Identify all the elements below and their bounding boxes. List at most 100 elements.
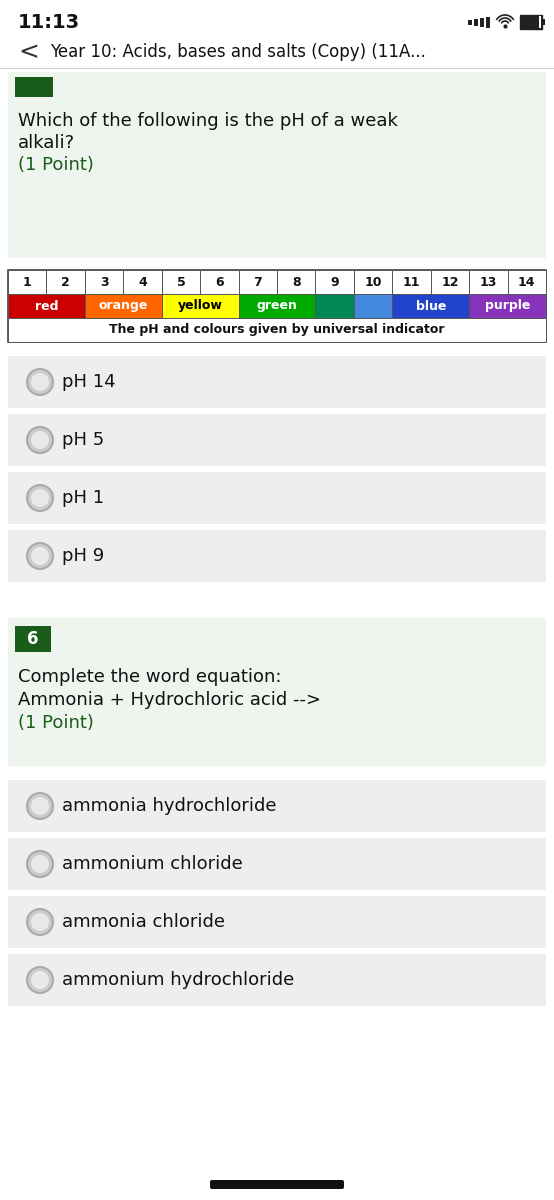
FancyBboxPatch shape — [430, 270, 469, 294]
FancyBboxPatch shape — [8, 270, 47, 294]
Text: red: red — [35, 300, 58, 312]
Text: 1: 1 — [23, 276, 32, 288]
FancyBboxPatch shape — [8, 72, 546, 258]
FancyBboxPatch shape — [85, 294, 162, 318]
Text: (1 Point): (1 Point) — [18, 714, 94, 732]
FancyBboxPatch shape — [542, 19, 545, 25]
Text: 11:13: 11:13 — [18, 12, 80, 31]
Text: ammonium chloride: ammonium chloride — [62, 854, 243, 874]
FancyBboxPatch shape — [469, 270, 507, 294]
Text: blue: blue — [416, 300, 446, 312]
Circle shape — [27, 851, 53, 877]
FancyBboxPatch shape — [239, 270, 277, 294]
FancyBboxPatch shape — [507, 270, 546, 294]
Text: Which of the following is the pH of a weak: Which of the following is the pH of a we… — [18, 112, 398, 130]
FancyBboxPatch shape — [47, 270, 85, 294]
Text: 4: 4 — [138, 276, 147, 288]
Text: 6: 6 — [215, 276, 224, 288]
Text: alkali?: alkali? — [18, 134, 75, 152]
Circle shape — [31, 913, 49, 931]
Text: ammonia chloride: ammonia chloride — [62, 913, 225, 931]
Circle shape — [27, 485, 53, 511]
Text: 7: 7 — [253, 276, 262, 288]
FancyBboxPatch shape — [486, 17, 490, 28]
FancyBboxPatch shape — [8, 472, 546, 524]
Text: 13: 13 — [480, 276, 497, 288]
FancyBboxPatch shape — [162, 294, 239, 318]
Text: The pH and colours given by universal indicator: The pH and colours given by universal in… — [109, 324, 445, 336]
Circle shape — [31, 490, 49, 506]
FancyBboxPatch shape — [354, 270, 392, 294]
Circle shape — [27, 967, 53, 994]
Text: Year 10: Acids, bases and salts (Copy) (11A...: Year 10: Acids, bases and salts (Copy) (… — [50, 43, 426, 61]
FancyBboxPatch shape — [521, 16, 541, 28]
Circle shape — [27, 370, 53, 395]
FancyBboxPatch shape — [468, 19, 472, 24]
Circle shape — [31, 797, 49, 815]
FancyBboxPatch shape — [8, 318, 546, 342]
FancyBboxPatch shape — [469, 294, 546, 318]
FancyBboxPatch shape — [162, 270, 200, 294]
FancyBboxPatch shape — [315, 270, 354, 294]
Text: ammonia hydrochloride: ammonia hydrochloride — [62, 797, 276, 815]
Circle shape — [27, 427, 53, 452]
Circle shape — [31, 431, 49, 449]
Text: orange: orange — [99, 300, 148, 312]
FancyBboxPatch shape — [480, 18, 484, 26]
FancyBboxPatch shape — [8, 896, 546, 948]
FancyBboxPatch shape — [8, 838, 546, 890]
Text: yellow: yellow — [178, 300, 223, 312]
FancyBboxPatch shape — [354, 294, 392, 318]
FancyBboxPatch shape — [392, 270, 430, 294]
FancyBboxPatch shape — [521, 16, 539, 28]
FancyBboxPatch shape — [392, 294, 469, 318]
Text: 6: 6 — [27, 630, 39, 648]
Circle shape — [27, 910, 53, 935]
FancyBboxPatch shape — [8, 414, 546, 466]
Circle shape — [31, 854, 49, 874]
Text: 8: 8 — [292, 276, 300, 288]
FancyBboxPatch shape — [8, 294, 85, 318]
Text: 11: 11 — [403, 276, 420, 288]
Circle shape — [27, 542, 53, 569]
Text: 10: 10 — [365, 276, 382, 288]
Text: ammonium hydrochloride: ammonium hydrochloride — [62, 971, 294, 989]
Text: purple: purple — [485, 300, 530, 312]
Text: (1 Point): (1 Point) — [18, 156, 94, 174]
FancyBboxPatch shape — [15, 77, 53, 97]
FancyBboxPatch shape — [8, 270, 546, 342]
Text: 14: 14 — [518, 276, 536, 288]
Circle shape — [31, 547, 49, 565]
FancyBboxPatch shape — [124, 270, 162, 294]
FancyBboxPatch shape — [15, 626, 51, 652]
Text: <: < — [18, 40, 39, 64]
Text: pH 1: pH 1 — [62, 490, 104, 506]
Circle shape — [27, 793, 53, 818]
FancyBboxPatch shape — [520, 14, 542, 29]
FancyBboxPatch shape — [8, 618, 546, 766]
Text: 2: 2 — [61, 276, 70, 288]
Text: pH 9: pH 9 — [62, 547, 104, 565]
Text: pH 14: pH 14 — [62, 373, 116, 391]
FancyBboxPatch shape — [277, 270, 315, 294]
FancyBboxPatch shape — [200, 270, 239, 294]
FancyBboxPatch shape — [8, 356, 546, 408]
Circle shape — [31, 971, 49, 989]
Text: Complete the word equation:: Complete the word equation: — [18, 668, 281, 686]
FancyBboxPatch shape — [8, 530, 546, 582]
FancyBboxPatch shape — [8, 780, 546, 832]
Text: green: green — [257, 300, 297, 312]
FancyBboxPatch shape — [239, 294, 315, 318]
FancyBboxPatch shape — [474, 18, 478, 25]
FancyBboxPatch shape — [85, 270, 124, 294]
FancyBboxPatch shape — [315, 294, 354, 318]
Text: 9: 9 — [330, 276, 339, 288]
Text: 3: 3 — [100, 276, 109, 288]
FancyBboxPatch shape — [210, 1180, 344, 1189]
Text: Ammonia + Hydrochloric acid -->: Ammonia + Hydrochloric acid --> — [18, 691, 321, 709]
Circle shape — [31, 373, 49, 391]
FancyBboxPatch shape — [8, 954, 546, 1006]
Text: 12: 12 — [441, 276, 459, 288]
Text: 5: 5 — [177, 276, 185, 288]
Text: pH 5: pH 5 — [62, 431, 104, 449]
